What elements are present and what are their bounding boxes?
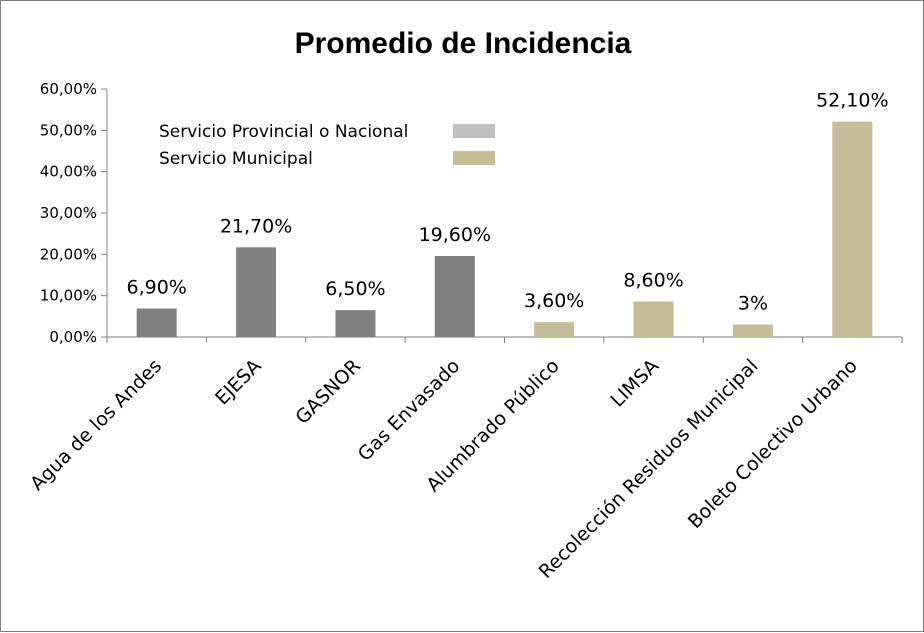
data-label: 3,60%	[524, 290, 584, 312]
bar-series	[136, 121, 873, 337]
bar	[236, 247, 277, 337]
bar	[335, 310, 376, 337]
data-label: 3%	[738, 293, 768, 315]
legend-swatch	[453, 151, 495, 165]
y-tick-label: 20,00%	[40, 245, 97, 263]
legend: Servicio Provincial o Nacional Servicio M…	[159, 122, 495, 169]
y-tick-label: 60,00%	[40, 80, 97, 98]
bar	[633, 301, 674, 337]
x-axis	[106, 336, 903, 343]
y-tick-label: 30,00%	[40, 204, 97, 222]
y-tick-label: 10,00%	[40, 287, 97, 305]
legend-label: Servicio Municipal	[159, 149, 313, 169]
bar	[434, 255, 475, 337]
category-label: Gas Envasado	[354, 355, 465, 466]
y-tick-label: 40,00%	[40, 163, 97, 181]
category-label: LIMSA	[607, 355, 664, 412]
legend-swatch	[453, 124, 495, 138]
data-label: 21,70%	[220, 215, 292, 237]
category-label: EJESA	[211, 355, 265, 409]
category-label: Recolección Residuos Municipal	[535, 355, 763, 583]
chart-title: Promedio de Incidencia	[295, 27, 632, 60]
y-tick-label: 50,00%	[40, 121, 97, 139]
y-tick-label: 0,00%	[49, 328, 97, 346]
category-label: Boleto Colectivo Urbano	[684, 355, 862, 533]
data-label: 8,60%	[623, 269, 683, 291]
data-label: 52,10%	[816, 90, 888, 112]
legend-label: Servicio Provincial o Nacional	[159, 122, 408, 142]
data-labels: 6,90% 21,70% 6,50% 19,60% 3,60% 8,60% 3% 52,10%	[127, 90, 889, 315]
bar	[832, 121, 873, 337]
data-label: 6,50%	[325, 278, 385, 300]
category-label: GASNOR	[291, 355, 365, 429]
data-label: 6,90%	[127, 276, 187, 298]
bar	[534, 322, 575, 337]
data-label: 19,60%	[419, 224, 491, 246]
y-axis: 0,00% 10,00% 20,00% 30,00% 40,00% 50,00% 60,00…	[40, 80, 108, 346]
bar	[136, 308, 177, 337]
category-label: Agua de los Andes	[26, 355, 166, 495]
bar	[732, 324, 773, 337]
